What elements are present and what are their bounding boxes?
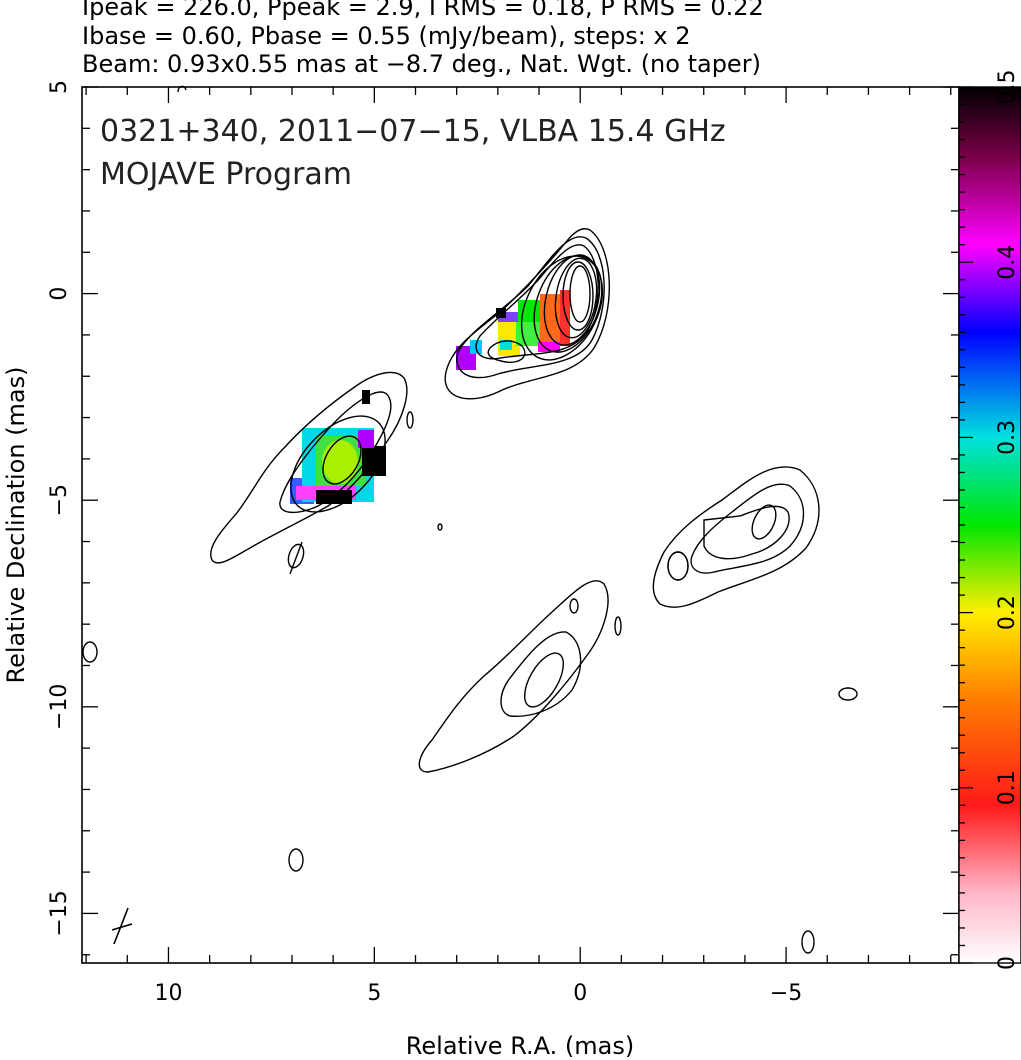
header-stats-line: Ipeak = 226.0, Ppeak = 2.9, I RMS = 0.18… — [82, 0, 764, 21]
colorbar-tick-label: 0.4 — [995, 245, 1020, 280]
x-tick-label: 0 — [573, 981, 587, 1006]
colorbar-tick-label: 0.1 — [995, 770, 1020, 805]
colorbar-tick-label: 0.5 — [995, 70, 1020, 105]
colorbar — [959, 87, 1021, 963]
polarization-pixels — [290, 290, 570, 504]
y-tick-label: 0 — [47, 287, 72, 301]
axis-ticks — [82, 86, 959, 963]
y-tick-label: 5 — [47, 80, 72, 94]
y-tick-label: −5 — [47, 484, 72, 516]
x-tick-label: 10 — [154, 981, 182, 1006]
header-beam-line: Beam: 0.93x0.55 mas at −8.7 deg., Nat. W… — [82, 50, 761, 78]
plot-frame — [81, 86, 960, 964]
colorbar-tick-label: 0 — [995, 956, 1020, 970]
x-tick-label: −5 — [770, 981, 802, 1006]
colorbar-ticks: 0 0.1 0.2 0.3 0.4 0.5 — [959, 70, 1020, 970]
y-axis-label: Relative Declination (mas) — [2, 366, 30, 683]
y-tick-label: −15 — [47, 890, 72, 936]
chart-title: 0321+340, 2011−07−15, VLBA 15.4 GHz — [100, 114, 726, 149]
colorbar-tick-label: 0.3 — [995, 420, 1020, 455]
y-tick-label: −10 — [47, 684, 72, 730]
chart-subtitle: MOJAVE Program — [100, 157, 352, 192]
intensity-contours — [82, 85, 858, 954]
x-axis-label: Relative R.A. (mas) — [406, 1032, 634, 1060]
beam-indicator — [111, 907, 133, 945]
colorbar-tick-label: 0.2 — [995, 595, 1020, 630]
x-tick-label: 5 — [367, 981, 381, 1006]
header-base-line: Ibase = 0.60, Pbase = 0.55 (mJy/beam), s… — [82, 22, 691, 50]
